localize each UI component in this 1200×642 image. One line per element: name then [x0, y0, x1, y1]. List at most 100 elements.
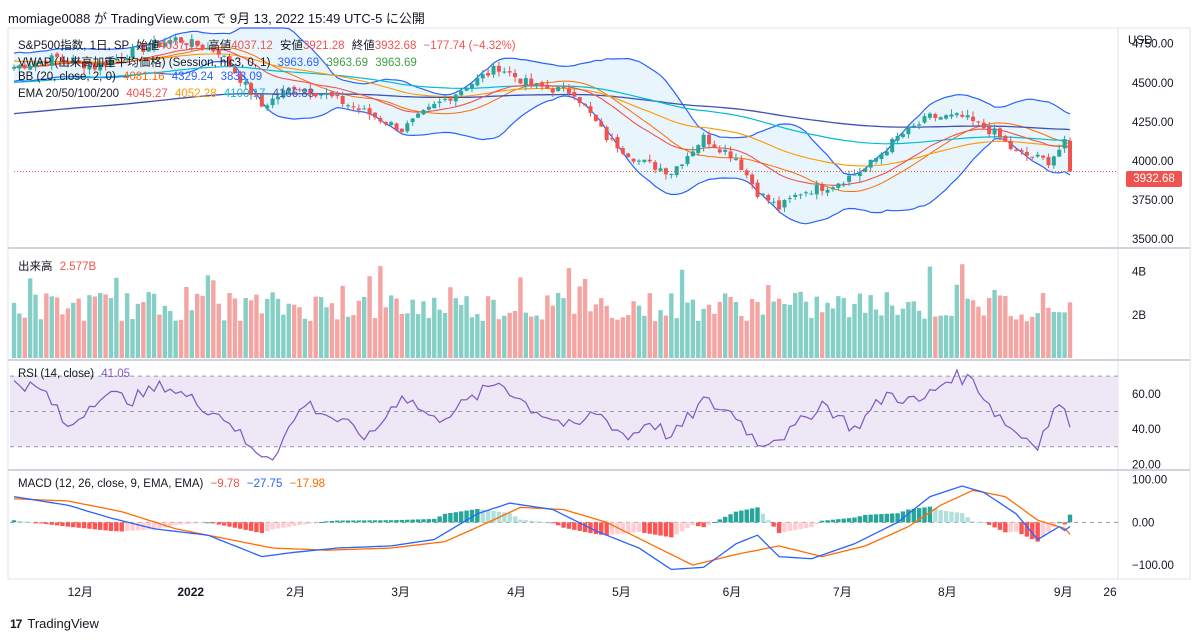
macd-histogram-bar: [453, 512, 458, 523]
candle-body: [1035, 154, 1040, 157]
ema-legend: EMA 20/50/100/200 4045.27 4052.28 4100.1…: [18, 88, 318, 100]
volume-bar: [1040, 293, 1046, 358]
candle-body: [227, 56, 232, 67]
volume-bar: [545, 295, 550, 358]
candle-body: [550, 88, 555, 93]
candle-body: [189, 39, 194, 48]
macd-histogram-bar: [916, 508, 922, 523]
macd-histogram-bar: [286, 522, 291, 527]
candle-body: [308, 88, 313, 95]
tradingview-footer[interactable]: 17 TradingView: [10, 616, 99, 631]
candle-body: [448, 98, 453, 101]
price-tick-label: 3500.00: [1132, 234, 1174, 246]
candle-body: [830, 187, 835, 190]
low-label: 安値: [279, 40, 303, 52]
volume-bar: [60, 314, 65, 358]
macd-histogram-bar: [609, 522, 615, 535]
macd-histogram-bar: [65, 522, 71, 527]
volume-bar: [507, 312, 512, 358]
candle-body: [841, 183, 846, 185]
volume-bar: [458, 305, 464, 358]
volume-bar: [146, 292, 151, 358]
volume-bar: [265, 298, 270, 358]
macd-histogram-bar: [335, 520, 340, 523]
macd-histogram-bar: [71, 522, 76, 528]
vwap-value-3: 3963.69: [375, 57, 417, 69]
macd-histogram-bar: [739, 510, 744, 523]
candle-body: [297, 89, 302, 91]
open-label: 始値: [136, 40, 160, 52]
macd-histogram-bar: [976, 521, 981, 523]
macd-histogram-bar: [717, 519, 722, 523]
bb-value-1: 4081.16: [123, 71, 165, 83]
volume-bar: [141, 302, 146, 358]
volume-bar: [943, 315, 949, 358]
candle-body: [733, 158, 738, 160]
volume-bar: [712, 313, 717, 358]
volume-bar: [1003, 296, 1008, 358]
volume-bar: [108, 298, 114, 358]
volume-bar: [114, 277, 119, 358]
volume-bar: [1067, 302, 1073, 358]
volume-bar: [54, 297, 60, 358]
volume-bar: [863, 312, 868, 358]
volume-bar: [356, 300, 362, 358]
macd-histogram-bar: [502, 512, 507, 523]
macd-histogram-bar: [852, 517, 857, 523]
candle-body: [798, 194, 803, 196]
macd-histogram-bar: [534, 521, 539, 523]
candle-body: [22, 64, 27, 69]
volume-bar: [722, 293, 728, 358]
candle-body: [960, 114, 965, 117]
candle-body: [286, 87, 291, 92]
candle-body: [954, 113, 959, 116]
candle-body: [701, 134, 706, 148]
candle-body: [324, 93, 329, 95]
candle-body: [367, 108, 372, 115]
volume-bar: [1051, 312, 1057, 358]
price-legend: S&P500指数, 1日, SP 始値4037.12 高値4037.12 安値3…: [18, 37, 520, 53]
candle-body: [12, 67, 16, 69]
macd-histogram-bar: [308, 522, 313, 524]
candle-body: [410, 118, 415, 123]
candle-body: [588, 106, 593, 113]
candle-body: [399, 128, 404, 132]
volume-bar: [868, 295, 873, 358]
macd-histogram-bar: [965, 517, 970, 523]
candle-body: [1057, 149, 1062, 157]
macd-histogram-bar: [114, 522, 119, 532]
macd-histogram-bar: [87, 522, 92, 529]
macd-histogram-bar: [997, 522, 1003, 530]
candle-body: [690, 151, 695, 157]
volume-bar: [469, 317, 475, 358]
volume-bar: [728, 296, 733, 358]
candle-body: [728, 151, 733, 159]
rsi-label: RSI (14, close): [18, 368, 95, 380]
chart-frame: [7, 27, 1191, 580]
macd-histogram-bar: [674, 522, 679, 535]
macd-histogram-bar: [103, 522, 108, 531]
volume-bar: [577, 286, 582, 358]
price-tick-label: 4250.00: [1132, 117, 1174, 129]
macd-histogram-bar: [362, 520, 367, 523]
candle-body: [1041, 155, 1046, 158]
candle-body: [513, 73, 518, 78]
macd-histogram-bar: [900, 511, 906, 523]
volume-bar: [733, 302, 739, 358]
candle-body: [222, 55, 227, 57]
candle-body: [383, 122, 388, 125]
candle-body: [200, 44, 205, 50]
volume-bar: [437, 309, 442, 358]
volume-bar: [87, 295, 92, 358]
candle-body: [680, 164, 685, 166]
volume-bar: [922, 318, 927, 358]
macd-histogram-bar: [545, 522, 550, 524]
candle-body: [556, 87, 561, 92]
macd-histogram-bar: [480, 509, 485, 523]
price-axis-unit: USD: [1128, 35, 1152, 47]
volume-bar: [297, 307, 302, 358]
macd-histogram-bar: [803, 522, 809, 529]
candle-body: [825, 189, 830, 193]
macd-histogram-bar: [281, 522, 286, 528]
macd-histogram-bar: [539, 521, 545, 523]
